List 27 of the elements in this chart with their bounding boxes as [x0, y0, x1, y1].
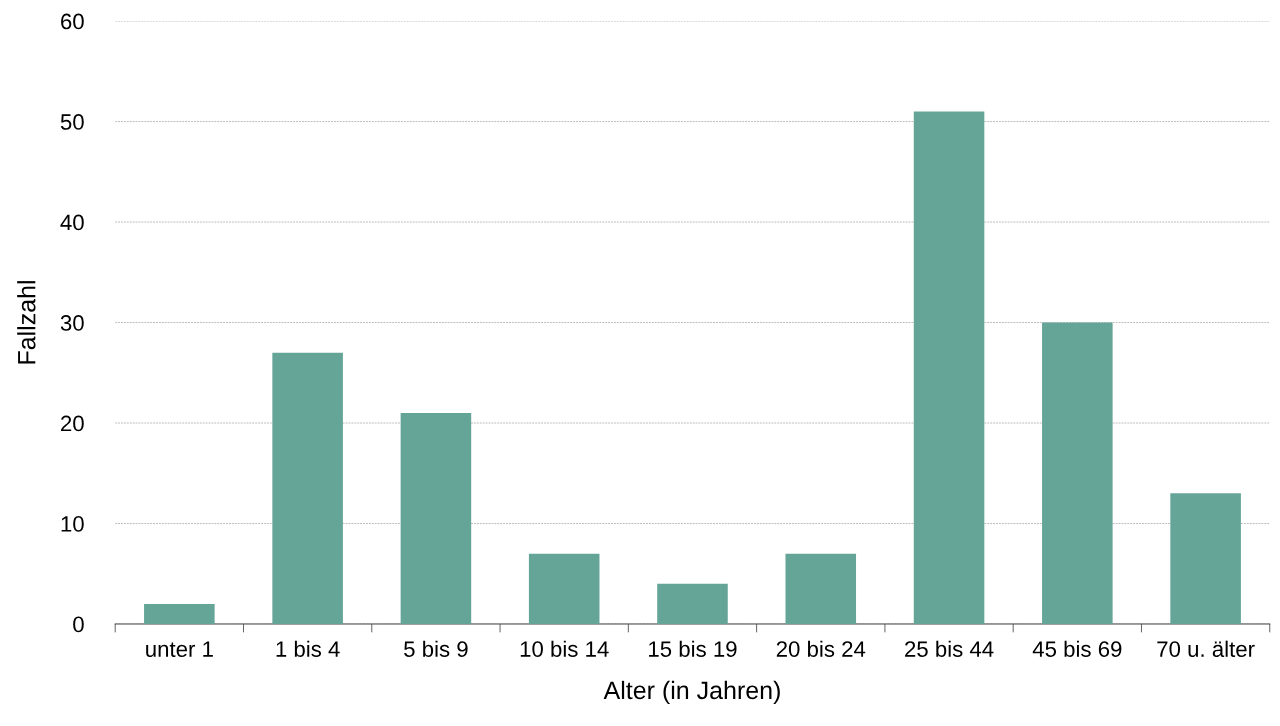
x-tick-label: 20 bis 24	[776, 640, 866, 657]
x-axis-title: Alter (in Jahren)	[603, 680, 780, 705]
x-tick-label: 25 bis 44	[905, 640, 994, 657]
y-tick-label: 60	[61, 13, 84, 30]
bar	[400, 412, 472, 624]
bar	[657, 583, 728, 624]
y-axis-title: Fallzahl	[17, 281, 36, 364]
y-tick-label: 40	[60, 214, 84, 231]
y-tick-label: 0	[73, 616, 84, 633]
x-tick-label: 10 bis 14	[520, 640, 609, 657]
bar	[913, 111, 985, 624]
x-tick-label: 1 bis 4	[276, 640, 340, 657]
x-tick-label: unter 1	[146, 641, 213, 657]
bar	[528, 553, 600, 624]
x-tick-label: 5 bis 9	[404, 640, 468, 657]
y-tick-label: 10	[61, 516, 84, 532]
bar	[1042, 322, 1113, 624]
bar	[144, 603, 215, 624]
x-tick-label: 45 bis 69	[1032, 640, 1122, 657]
y-tick-label: 30	[60, 315, 84, 331]
bar	[785, 553, 857, 624]
bar	[1170, 493, 1241, 624]
bar	[272, 352, 343, 624]
y-tick-label: 20	[61, 415, 84, 432]
y-tick-label: 50	[60, 114, 84, 130]
x-tick-label: 70 u. älter	[1157, 640, 1255, 657]
x-tick-label: 15 bis 19	[649, 640, 737, 657]
